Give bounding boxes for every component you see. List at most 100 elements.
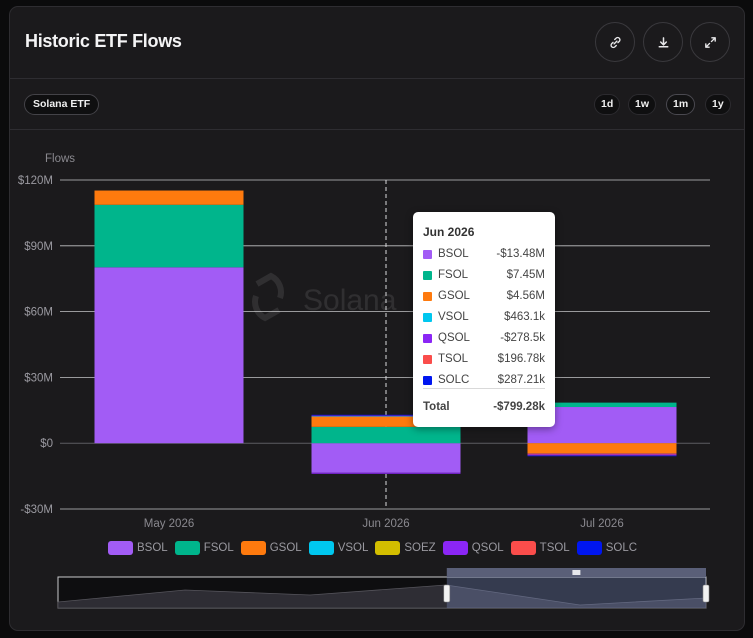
legend-swatch	[108, 540, 133, 555]
bar-segment-fsol	[94, 204, 244, 268]
bar-segment-tsol	[527, 454, 677, 456]
tooltip-row-fsol: FSOL $7.45M	[423, 268, 545, 284]
legend-label: BSOL	[137, 541, 168, 554]
navigator-scrollbar-grip[interactable]	[572, 570, 581, 575]
tooltip-swatch	[423, 313, 432, 322]
tooltip-series-name: GSOL	[438, 290, 470, 302]
bar-segment-gsol	[311, 416, 461, 427]
legend-item-soez[interactable]: SOEZ	[375, 539, 436, 555]
timeframe-1y-button[interactable]: 1y	[705, 94, 731, 115]
tooltip-series-value: $4.56M	[506, 290, 545, 302]
legend-label: VSOL	[337, 541, 369, 554]
link-icon	[609, 36, 621, 48]
tooltip-series-name: TSOL	[438, 353, 469, 365]
bar-segment-solc	[527, 455, 677, 457]
bar-segment-bsol	[94, 267, 244, 444]
tooltip-swatch	[423, 292, 432, 301]
tooltip-series-value: -$13.48M	[496, 248, 545, 260]
legend-swatch	[240, 540, 266, 555]
bar-segment-fsol	[311, 426, 461, 444]
y-tick-label: $120M	[18, 175, 53, 187]
tooltip-row-gsol: GSOL $4.56M	[423, 289, 545, 305]
tooltip-series-name: BSOL	[438, 248, 469, 260]
bar-segment-gsol	[94, 190, 244, 205]
tooltip-swatch	[423, 334, 432, 343]
tooltip-series-name: QSOL	[438, 332, 470, 344]
bar-segment-tsol	[311, 415, 461, 417]
y-tick-label: $30M	[24, 372, 53, 384]
legend-label: GSOL	[269, 541, 302, 554]
x-tick-label: Jun 2026	[362, 518, 409, 530]
timeframe-1m-button[interactable]: 1m	[666, 94, 696, 115]
tooltip-divider	[423, 388, 545, 389]
tooltip-swatch	[423, 355, 432, 364]
solana-watermark-icon	[252, 272, 284, 322]
chart-toolbar: Solana ETF 1d 1w 1m 1y	[10, 79, 744, 130]
legend-swatch	[174, 540, 200, 555]
tooltip-series-name: FSOL	[438, 269, 469, 281]
legend-item-bsol[interactable]: BSOL	[108, 539, 168, 555]
tooltip-swatch	[423, 376, 432, 385]
tooltip-row-vsol: VSOL $463.1k	[423, 310, 545, 326]
tooltip-series-value: $196.78k	[497, 353, 545, 365]
y-axis-label: Flows	[45, 153, 75, 165]
navigator-handle-right[interactable]	[702, 584, 710, 603]
tooltip-total-value: -$799.28k	[493, 401, 545, 413]
card-header: Historic ETF Flows	[10, 7, 744, 79]
navigator-series-area	[57, 584, 707, 609]
tooltip-series-value: $287.21k	[497, 374, 545, 386]
tooltip-series-name: SOLC	[438, 374, 470, 386]
tooltip-row-tsol: TSOL $196.78k	[423, 352, 545, 368]
tooltip-series-name: VSOL	[438, 311, 469, 323]
bar-segment-fsol	[527, 402, 677, 408]
chart-legend: BSOL FSOL GSOL VSOL SOEZ QSOL TSOL SOLC	[108, 539, 644, 557]
legend-label: TSOL	[539, 541, 570, 554]
legend-swatch	[576, 540, 602, 555]
y-tick-label: $0	[40, 438, 53, 450]
timeframe-1w-button[interactable]: 1w	[628, 94, 657, 115]
legend-label: QSOL	[471, 541, 504, 554]
tooltip-series-value: -$278.5k	[500, 332, 545, 344]
timeframe-1d-button[interactable]: 1d	[594, 94, 621, 115]
legend-item-fsol[interactable]: FSOL	[174, 539, 234, 555]
solana-watermark-text: Solana	[303, 284, 397, 317]
expand-icon	[704, 36, 716, 48]
bar-segment-solc	[311, 414, 461, 416]
tooltip-row-solc: SOLC $287.21k	[423, 373, 545, 389]
navigator-selection	[446, 577, 706, 608]
legend-item-solc[interactable]: SOLC	[576, 539, 638, 555]
tooltip-total-label: Total	[423, 401, 450, 413]
tooltip-series-value: $7.45M	[506, 269, 545, 281]
legend-item-qsol[interactable]: QSOL	[442, 539, 504, 555]
link-button[interactable]	[595, 22, 635, 62]
download-icon	[658, 36, 668, 47]
bar-segment-qsol	[527, 453, 677, 455]
tooltip-row-bsol: BSOL -$13.48M	[423, 247, 545, 263]
legend-label: FSOL	[203, 541, 234, 554]
legend-label: SOLC	[605, 541, 638, 554]
legend-swatch	[510, 540, 536, 555]
chart-tooltip: Jun 2026 BSOL -$13.48M FSOL $7.45M GSOL $4.56…	[413, 212, 555, 427]
legend-item-vsol[interactable]: VSOL	[308, 539, 369, 555]
bar-segment-gsol	[527, 443, 677, 454]
x-tick-label: Jul 2026	[580, 518, 623, 530]
asset-filter-chip[interactable]: Solana ETF	[24, 94, 100, 115]
tooltip-title: Jun 2026	[423, 225, 475, 239]
legend-swatch	[308, 540, 334, 555]
legend-item-gsol[interactable]: GSOL	[240, 539, 302, 555]
navigator-handle-left[interactable]	[443, 584, 451, 603]
legend-swatch	[375, 540, 401, 555]
legend-swatch	[442, 540, 468, 555]
legend-item-tsol[interactable]: TSOL	[510, 539, 570, 555]
tooltip-swatch	[423, 271, 432, 280]
stacked-bar-chart: Solana Flows $120M $90M $60M $30M $0 -$30M May 2…	[18, 153, 710, 609]
legend-label: SOEZ	[404, 541, 436, 554]
x-tick-label: May 2026	[144, 518, 195, 530]
download-button[interactable]	[643, 22, 683, 62]
y-tick-label: $60M	[24, 307, 53, 319]
expand-button[interactable]	[690, 22, 730, 62]
etf-flows-card: Historic ETF Flows Solana ETF 1d 1w 1m 1…	[9, 6, 745, 631]
y-tick-label: -$30M	[20, 504, 53, 516]
tooltip-series-value: $463.1k	[504, 311, 545, 323]
tooltip-row-qsol: QSOL -$278.5k	[423, 331, 545, 347]
